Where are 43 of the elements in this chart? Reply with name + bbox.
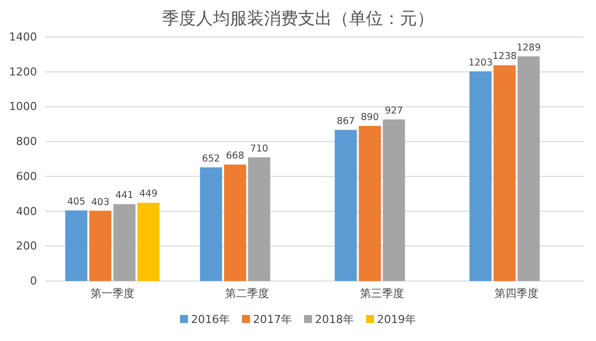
data-label: 1203 — [468, 57, 493, 68]
x-tick-label: 第三季度 — [360, 286, 404, 300]
data-label: 927 — [384, 105, 403, 116]
data-label: 441 — [115, 190, 134, 202]
data-label: 867 — [336, 116, 355, 127]
bar — [382, 119, 405, 281]
data-label: 710 — [250, 143, 268, 154]
data-label: 652 — [202, 153, 220, 164]
data-label: 403 — [91, 196, 110, 208]
x-tick-label: 第四季度 — [494, 286, 539, 300]
bar — [334, 130, 357, 281]
bar — [248, 157, 270, 281]
data-label: 668 — [226, 150, 244, 162]
bar — [358, 126, 381, 281]
y-tick-label: 1000 — [9, 100, 37, 114]
data-label: 1238 — [492, 51, 517, 62]
chart-title: 季度人均服装消费支出（单位：元） — [162, 9, 434, 29]
legend-label: 2017年 — [253, 313, 292, 326]
data-label: 1289 — [516, 42, 541, 54]
y-tick-label: 200 — [16, 240, 37, 253]
x-tick-label: 第二季度 — [225, 286, 270, 300]
y-tick-label: 1400 — [9, 30, 37, 44]
bar — [469, 71, 492, 281]
y-tick-label: 0 — [30, 274, 37, 288]
bar — [137, 202, 160, 281]
bar — [89, 210, 112, 281]
bar — [518, 56, 540, 281]
bar — [200, 167, 222, 281]
x-tick-label: 第一季度 — [90, 286, 134, 300]
legend-label: 2016年 — [191, 313, 230, 326]
bar — [113, 204, 136, 281]
bar — [224, 164, 246, 281]
data-label: 405 — [67, 196, 86, 208]
bar — [65, 210, 88, 281]
y-tick-label: 800 — [16, 135, 37, 148]
legend-label: 2018年 — [315, 313, 354, 326]
y-tick-label: 400 — [16, 204, 37, 218]
data-label: 890 — [360, 112, 379, 123]
bar — [494, 65, 516, 281]
data-label: 449 — [139, 188, 158, 200]
y-tick-label: 600 — [16, 170, 37, 183]
legend-label: 2019年 — [377, 313, 416, 326]
y-tick-label: 1200 — [9, 65, 37, 78]
